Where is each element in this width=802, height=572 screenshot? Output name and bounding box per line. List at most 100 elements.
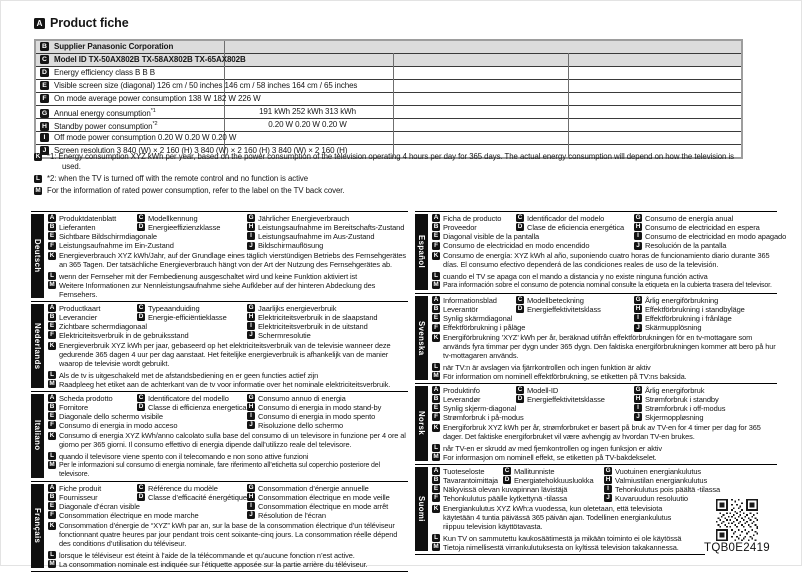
row-label: Energy efficiency class B B B (54, 68, 155, 77)
note-text: För information om nominell effektförbru… (443, 371, 687, 381)
term-item: E Sichtbare Bildschirmdiagonale (48, 232, 246, 241)
term-text: Strømforbruk i på-modus (443, 413, 524, 423)
note-text: quando il televisore viene spento con il… (59, 451, 309, 461)
term-badge: A (48, 394, 56, 403)
term-badge: J (247, 331, 255, 340)
term-badge: F (432, 323, 440, 332)
note-text: Tietoja nimellisestä virrankulutuksesta … (443, 542, 679, 552)
note-text: Kun TV on sammutettu kaukosäätimestä ja … (443, 533, 682, 543)
term-item: B Leverantör (432, 305, 515, 314)
term-badge: D (503, 476, 511, 485)
lang-note-m: M Para información sobre el consumo de po… (432, 281, 776, 290)
lang-note-l: L Kun TV on sammutettu kaukosäätimestä ja… (432, 534, 688, 543)
qr-code (716, 498, 758, 541)
term-item: D Energie-efficiëntieklasse (137, 313, 246, 322)
note-text: La consommation nominale est indiquée su… (59, 559, 368, 569)
term-badge: H (247, 403, 255, 412)
term-text: Näkyvissä olevan kuvapinnan lävistäjä (443, 484, 568, 494)
term-badge: H (604, 476, 612, 485)
term-badge: B (432, 395, 440, 404)
term-text: Identificatore del modello (148, 393, 229, 403)
term-item: B Fournisseur (48, 493, 136, 502)
term-item: E Synlig skärmdiagonal (432, 314, 633, 323)
term-badge: G (247, 483, 255, 492)
term-text: Sichtbare Bildschirmdiagonale (59, 232, 157, 242)
language-tab: Italiano (31, 393, 44, 478)
term-badge: E (432, 404, 440, 413)
term-item: H Leistungsaufnahme im Bereitschafts-Zust… (247, 223, 407, 232)
term-badge: H (247, 313, 255, 322)
term-item: E Diagonal visible de la pantalla (432, 232, 633, 241)
term-item: A Produktdatenblatt (48, 214, 136, 223)
row-label: Off mode power consumption 0.20 W 0.20 W… (54, 133, 237, 142)
term-badge: J (604, 494, 612, 503)
term-badge: C (137, 394, 145, 403)
term-item: E Zichtbare schermdiagonaal (48, 322, 246, 331)
term-item: H Consumo di energia in modo stand-by (247, 403, 407, 412)
lang-section-espanol: Español A Ficha de producto C Identificado… (415, 211, 786, 293)
term-badge: D (516, 223, 524, 232)
term-text: Mallitunniste (514, 466, 555, 476)
lang-note-k: K Energiankulutus XYZ kWh:a vuodessa, kun… (432, 504, 688, 531)
footnote-m: M For the information of rated power cons… (34, 186, 750, 196)
term-badge: C (137, 304, 145, 313)
table-row-efficiency-class: D Energy efficiency class B B B (36, 67, 741, 80)
term-badge: G (247, 304, 255, 313)
term-item: J Schermresolutie (247, 331, 407, 340)
term-badge: C (516, 214, 524, 223)
term-badge: D (137, 403, 145, 412)
term-badge: A (48, 304, 56, 313)
term-badge: B (432, 223, 440, 232)
term-text: Valmiustilan energiankulutus (615, 475, 708, 485)
term-text: Tehonkulutus päälle kytkettynä -tilassa (443, 494, 568, 504)
term-item: C Modellkennung (137, 214, 246, 223)
term-text: Energiatehokkuusluokka (514, 475, 594, 485)
term-text: Fiche produit (59, 483, 102, 493)
row-badge: F (40, 93, 49, 103)
term-text: Effektförbrukning i påläge (443, 323, 526, 333)
note-badge: L (432, 363, 440, 372)
term-badge: E (432, 314, 440, 323)
term-text: Bildschirmauflösung (258, 241, 324, 251)
term-text: Proveedor (443, 223, 477, 233)
row-label: On mode average power consumption 138 W … (54, 94, 261, 103)
lang-note-k: K Consumo de energía: XYZ kWh al año, sup… (432, 251, 776, 269)
term-badge: A (432, 214, 440, 223)
term-text: Vuotuinen energiankulutus (615, 466, 702, 476)
lang-note-k: K Consumo di energia XYZ kWh/anno calcola… (48, 431, 407, 449)
lang-note-m: M För information om nominell effektförbr… (432, 372, 776, 381)
row-value: 191 kWh 252 kWh 313 kWh (259, 107, 356, 116)
note-text: cuando el TV se apaga con el mando a dis… (443, 271, 708, 281)
row-label: Visible screen size (diagonal) 126 cm / … (54, 81, 358, 90)
term-badge: G (634, 296, 642, 305)
term-item: C Typeaanduiding (137, 304, 246, 313)
table-row-on-mode-power: F On mode average power consumption 138 W… (36, 93, 741, 106)
term-item: I Strømforbruk i off-modus (634, 404, 776, 413)
term-text: Effektförbrukning i frånläge (645, 314, 732, 324)
term-item: I Elektriciteitsverbruik in de uitstand (247, 322, 407, 331)
term-text: Productkaart (59, 303, 101, 313)
note-text: Energieverbrauch XYZ kWh/Jahr, auf der G… (59, 251, 407, 270)
term-badge: E (48, 412, 56, 421)
term-text: Fournisseur (59, 492, 98, 502)
term-text: Consumo di energia in modo spento (258, 411, 376, 421)
row-badge: I (40, 132, 49, 142)
lang-note-k: K Energieverbrauch XYZ kWh/Jahr, auf der … (48, 251, 407, 269)
note-text: när TV:n är avslagen via fjärrkontrollen… (443, 362, 651, 372)
term-badge: A (432, 386, 440, 395)
term-item: F Consommation électrique en mode marche (48, 511, 246, 520)
term-text: Consommation électrique en mode marche (59, 510, 199, 520)
term-text: Elektriciteitsverbruik in de slaapstand (258, 312, 378, 322)
term-badge: J (247, 511, 255, 520)
note-text: Para información sobre el consumo de pot… (443, 281, 772, 289)
term-badge: C (137, 214, 145, 223)
note-text: Energiforbruk XYZ kWh per år, strømforbr… (443, 423, 761, 442)
term-text: Résolution de l’écran (258, 510, 326, 520)
language-tab: Svenska (415, 296, 428, 380)
term-item: F Elektriciteitsverbruik in de gebruiksst… (48, 331, 246, 340)
note-badge: L (48, 272, 56, 281)
note-text: Consommation d’énergie de “XYZ” kWh par … (59, 521, 398, 548)
term-badge: A (48, 214, 56, 223)
lang-section-deutsch: Deutsch A Produktdatenblatt C Modellkennun… (31, 211, 408, 301)
